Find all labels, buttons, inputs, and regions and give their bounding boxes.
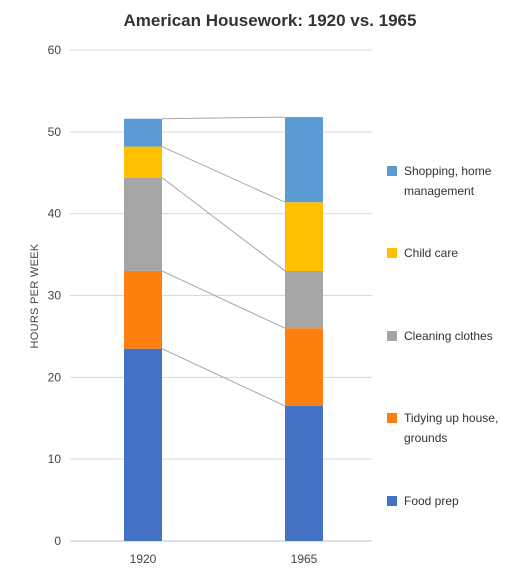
legend-swatch	[387, 248, 397, 258]
bar-segment	[285, 270, 323, 329]
bars	[124, 117, 323, 541]
legend-item: Child care	[387, 246, 458, 260]
connector-line	[161, 270, 286, 329]
y-tick-label: 20	[48, 370, 62, 384]
bar-segment	[124, 177, 162, 271]
bar-segment	[124, 118, 162, 147]
legend-swatch	[387, 166, 397, 176]
y-tick-label: 10	[48, 452, 62, 466]
y-axis-ticks: 0 10 20 30 40 50 60	[48, 43, 62, 548]
legend-label: Child care	[404, 246, 458, 260]
bar-segment	[285, 328, 323, 406]
x-axis-ticks: 1920 1965	[130, 552, 318, 566]
connector-line	[161, 348, 286, 407]
bar-segment	[285, 117, 323, 203]
connector-line	[161, 177, 286, 272]
bar-segment	[124, 270, 162, 349]
connector-line	[161, 146, 286, 203]
y-tick-label: 40	[48, 207, 62, 221]
bar-segment	[285, 202, 323, 271]
gridlines	[70, 49, 372, 542]
y-tick-label: 0	[54, 534, 61, 548]
y-tick-label: 30	[48, 289, 62, 303]
bar-segment	[285, 405, 323, 541]
legend-item: Tidying up house, grounds	[387, 411, 498, 445]
legend-swatch	[387, 331, 397, 341]
bar-segment	[124, 146, 162, 178]
legend-label: grounds	[404, 431, 447, 445]
y-tick-label: 60	[48, 43, 62, 57]
legend-label: Food prep	[404, 494, 459, 508]
connector-line	[161, 116, 286, 120]
legend-label: management	[404, 184, 475, 198]
x-tick-label: 1920	[130, 552, 157, 566]
legend-item: Shopping, home management	[387, 164, 492, 198]
legend: Shopping, home management Child care Cleani…	[387, 164, 498, 508]
chart-title: American Housework: 1920 vs. 1965	[124, 11, 417, 30]
y-axis-label: HOURS PER WEEK	[29, 243, 41, 348]
legend-swatch	[387, 413, 397, 423]
connector-lines	[161, 116, 286, 407]
bar-segment	[124, 348, 162, 541]
legend-label: Shopping, home	[404, 164, 492, 178]
legend-label: Cleaning clothes	[404, 329, 493, 343]
legend-label: Tidying up house,	[404, 411, 498, 425]
legend-item: Food prep	[387, 494, 459, 508]
legend-item: Cleaning clothes	[387, 329, 493, 343]
legend-swatch	[387, 496, 397, 506]
y-tick-label: 50	[48, 125, 62, 139]
x-tick-label: 1965	[291, 552, 318, 566]
